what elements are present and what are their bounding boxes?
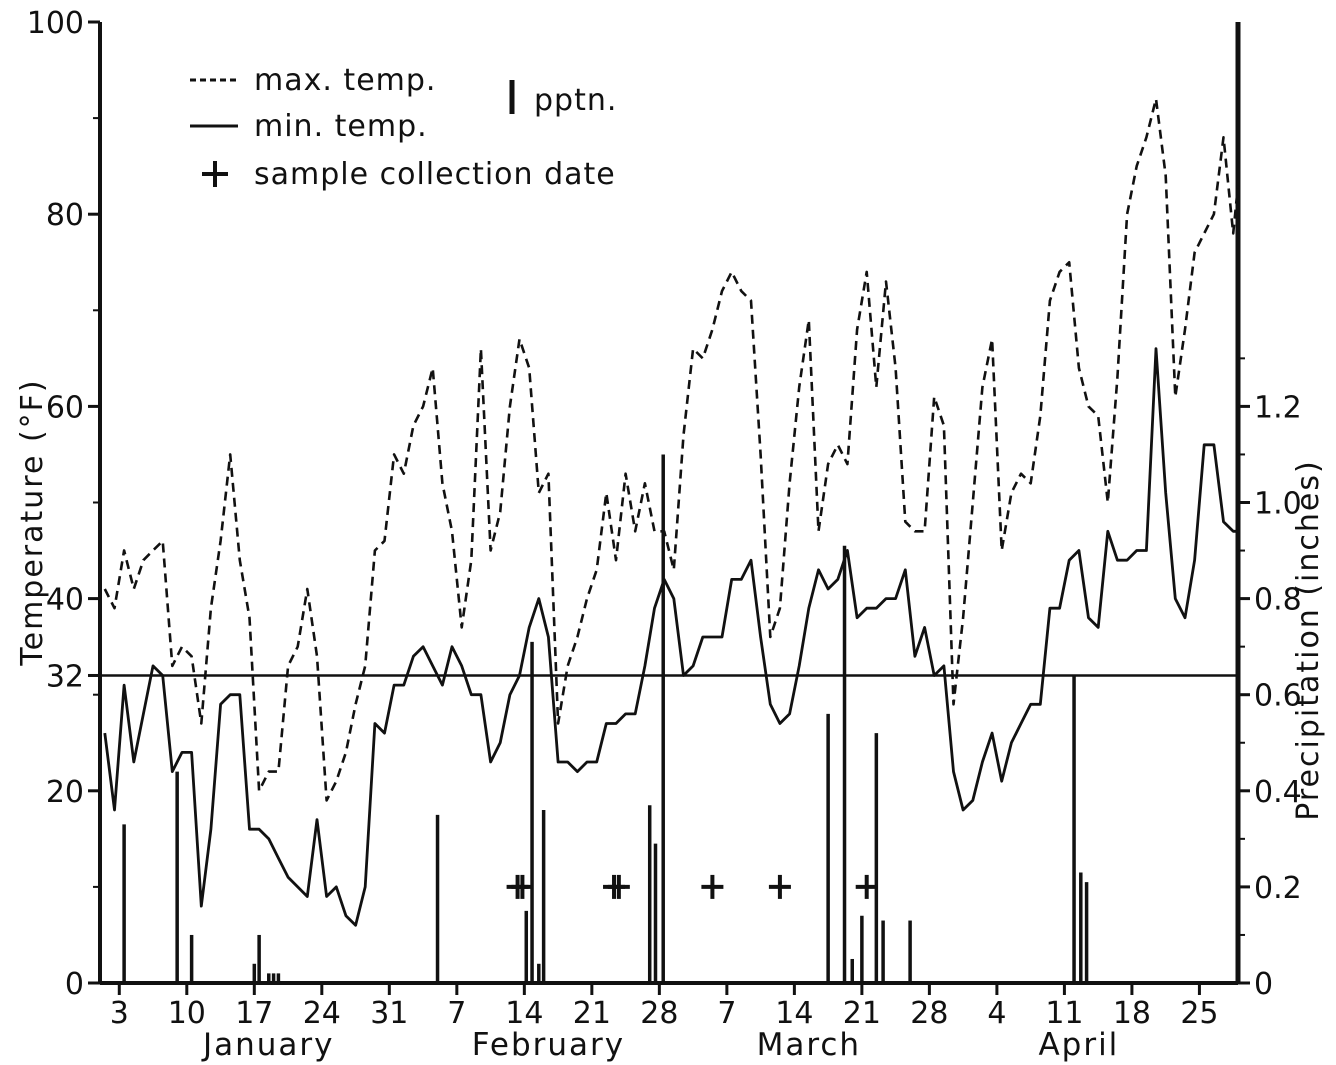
month-label: March	[757, 1027, 862, 1063]
x-tick-label: 7	[447, 996, 466, 1031]
x-tick-label: 28	[910, 996, 948, 1031]
x-tick-label: 14	[505, 996, 543, 1031]
x-tick-label: 21	[843, 996, 881, 1031]
left-tick-label: 60	[46, 390, 84, 425]
legend-sample-label: sample collection date	[254, 157, 616, 192]
right-tick-label: 0.2	[1254, 871, 1302, 906]
legend-pptn-label: pptn.	[534, 83, 617, 118]
legend-max-label: max. temp.	[254, 63, 436, 98]
legend-min-label: min. temp.	[254, 109, 428, 144]
sample-markers	[506, 874, 878, 899]
right-tick-label: 0.4	[1254, 775, 1302, 810]
precipitation-bars	[122, 454, 1089, 983]
right-tick-label: 1.2	[1254, 390, 1302, 425]
left-tick-label: 0	[65, 967, 84, 1002]
right-tick-label: 1.0	[1254, 487, 1302, 522]
right-tick-label: 0.8	[1254, 583, 1302, 618]
min-temp-line	[103, 347, 1238, 927]
left-tick-label: 20	[46, 775, 84, 810]
tick-labels: 0 20 32 40 60 80 100 0 0.2 0.4 0.6 0.8 1.0 1.2 3 10 17 24…	[27, 6, 1302, 1063]
x-tick-label: 18	[1113, 996, 1151, 1031]
x-tick-label: 14	[775, 996, 813, 1031]
month-label: February	[472, 1027, 625, 1063]
x-tick-label: 31	[370, 996, 408, 1031]
left-tick-label: 40	[46, 583, 84, 618]
right-axis-title: Precipitation (inches)	[1291, 459, 1326, 820]
right-tick-label: 0.6	[1254, 679, 1302, 714]
legend-sample-marker	[202, 161, 228, 187]
left-axis-title: Temperature (°F)	[15, 378, 50, 666]
axes-group	[88, 20, 1250, 995]
temperature-lines	[103, 97, 1240, 927]
x-tick-label: 3	[110, 996, 129, 1031]
legend: max. temp. min. temp. pptn. sample colle…	[190, 63, 617, 192]
left-tick-label: 32	[46, 659, 84, 694]
x-tick-label: 11	[1045, 996, 1083, 1031]
x-tick-label: 4	[987, 996, 1006, 1031]
month-label: January	[201, 1027, 335, 1063]
right-tick-label: 0	[1254, 967, 1273, 1002]
month-label: April	[1038, 1027, 1119, 1063]
x-tick-label: 7	[717, 996, 736, 1031]
x-tick-label: 28	[640, 996, 678, 1031]
x-tick-label: 21	[573, 996, 611, 1031]
max-temp-line	[103, 97, 1240, 802]
left-tick-label: 80	[46, 198, 84, 233]
x-tick-label: 17	[235, 996, 273, 1031]
x-tick-label: 10	[168, 996, 206, 1031]
x-tick-label: 25	[1180, 996, 1218, 1031]
x-tick-label: 24	[303, 996, 341, 1031]
left-tick-label: 100	[27, 6, 84, 41]
